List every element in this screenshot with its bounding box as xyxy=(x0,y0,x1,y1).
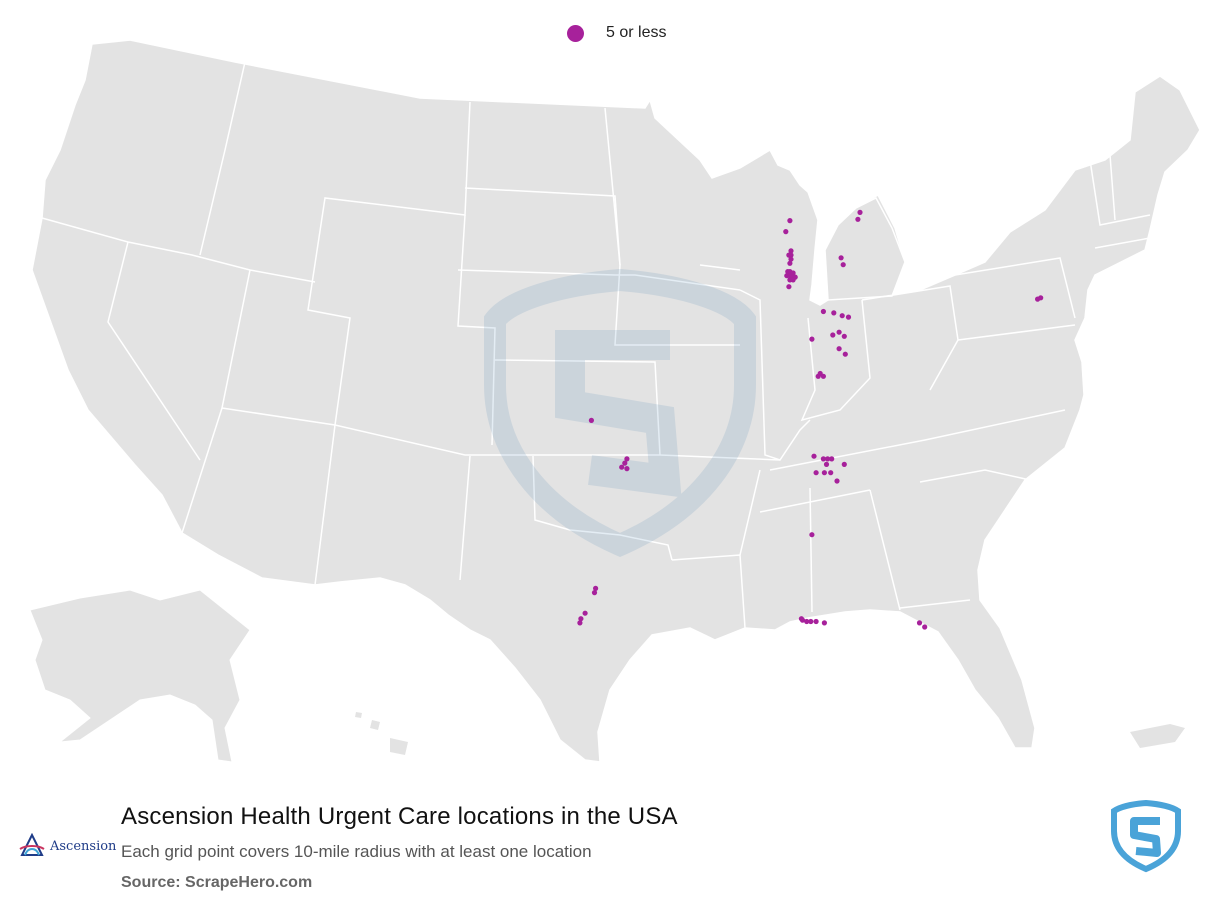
hawaii-island-2 xyxy=(370,720,380,730)
location-marker xyxy=(809,336,815,342)
location-marker xyxy=(622,460,628,466)
location-marker xyxy=(840,262,846,268)
location-marker xyxy=(809,532,815,538)
state-borders xyxy=(41,61,1151,629)
location-marker xyxy=(811,453,817,459)
location-marker xyxy=(839,313,845,319)
location-marker xyxy=(820,456,827,462)
legend: 5 or less xyxy=(567,20,666,46)
location-marker xyxy=(591,590,598,596)
location-marker xyxy=(841,333,847,339)
legend-label: 5 or less xyxy=(606,24,667,41)
location-marker xyxy=(825,456,831,462)
location-marker xyxy=(845,314,852,320)
location-marker xyxy=(593,585,599,592)
scrapehero-shield-icon xyxy=(1111,799,1181,873)
location-marker xyxy=(588,417,595,423)
location-marker xyxy=(813,470,819,476)
location-marker xyxy=(821,470,828,476)
location-marker xyxy=(815,373,821,379)
location-marker xyxy=(788,256,794,262)
location-marker xyxy=(783,229,789,235)
ascension-icon xyxy=(19,833,45,856)
watermark-shield-icon xyxy=(484,268,756,558)
location-marker xyxy=(830,332,836,338)
location-marker xyxy=(787,260,793,266)
location-marker xyxy=(577,620,583,626)
location-marker xyxy=(790,277,796,283)
location-marker xyxy=(922,624,928,630)
location-marker xyxy=(823,461,830,467)
location-marker xyxy=(829,456,835,462)
location-marker xyxy=(786,284,792,290)
location-marker xyxy=(813,618,819,625)
location-marker xyxy=(787,218,793,224)
location-marker xyxy=(1038,295,1044,301)
location-marker xyxy=(582,610,588,616)
location-marker xyxy=(619,464,625,470)
location-marker xyxy=(820,308,827,315)
brand-name: Ascension xyxy=(50,838,117,854)
location-marker xyxy=(916,620,923,626)
location-marker xyxy=(799,617,806,623)
location-marker xyxy=(836,346,842,352)
legend-marker-swatch xyxy=(567,24,584,42)
brand-logo: Ascension xyxy=(18,833,116,859)
location-marker xyxy=(820,373,827,379)
location-marker xyxy=(842,351,848,357)
location-marker xyxy=(578,616,584,622)
location-marker xyxy=(857,209,863,215)
hawaii-island-3 xyxy=(355,712,362,718)
map-title: Ascension Health Urgent Care locations i… xyxy=(121,803,678,830)
location-marker xyxy=(788,252,794,258)
location-marker xyxy=(788,248,794,254)
location-marker xyxy=(855,216,861,222)
location-marker xyxy=(624,456,630,462)
usa-map xyxy=(29,39,1201,763)
contiguous-us-land xyxy=(31,39,1201,763)
location-marker xyxy=(624,466,630,472)
location-marker xyxy=(834,478,840,484)
source-credit: Source: ScrapeHero.com xyxy=(121,874,313,891)
location-marker xyxy=(841,461,847,467)
location-marker xyxy=(821,620,828,626)
location-marker xyxy=(828,470,834,476)
location-markers xyxy=(577,209,1044,630)
location-marker xyxy=(831,310,837,316)
alaska-land xyxy=(29,589,251,763)
location-marker xyxy=(836,329,842,335)
hawaii-island-1 xyxy=(390,738,408,755)
puerto-rico-land xyxy=(1130,724,1185,748)
map-subtitle: Each grid point covers 10-mile radius wi… xyxy=(121,842,592,861)
michigan-lower-peninsula xyxy=(824,197,906,301)
location-marker xyxy=(804,618,810,625)
location-marker xyxy=(808,618,814,625)
location-marker xyxy=(838,255,844,261)
